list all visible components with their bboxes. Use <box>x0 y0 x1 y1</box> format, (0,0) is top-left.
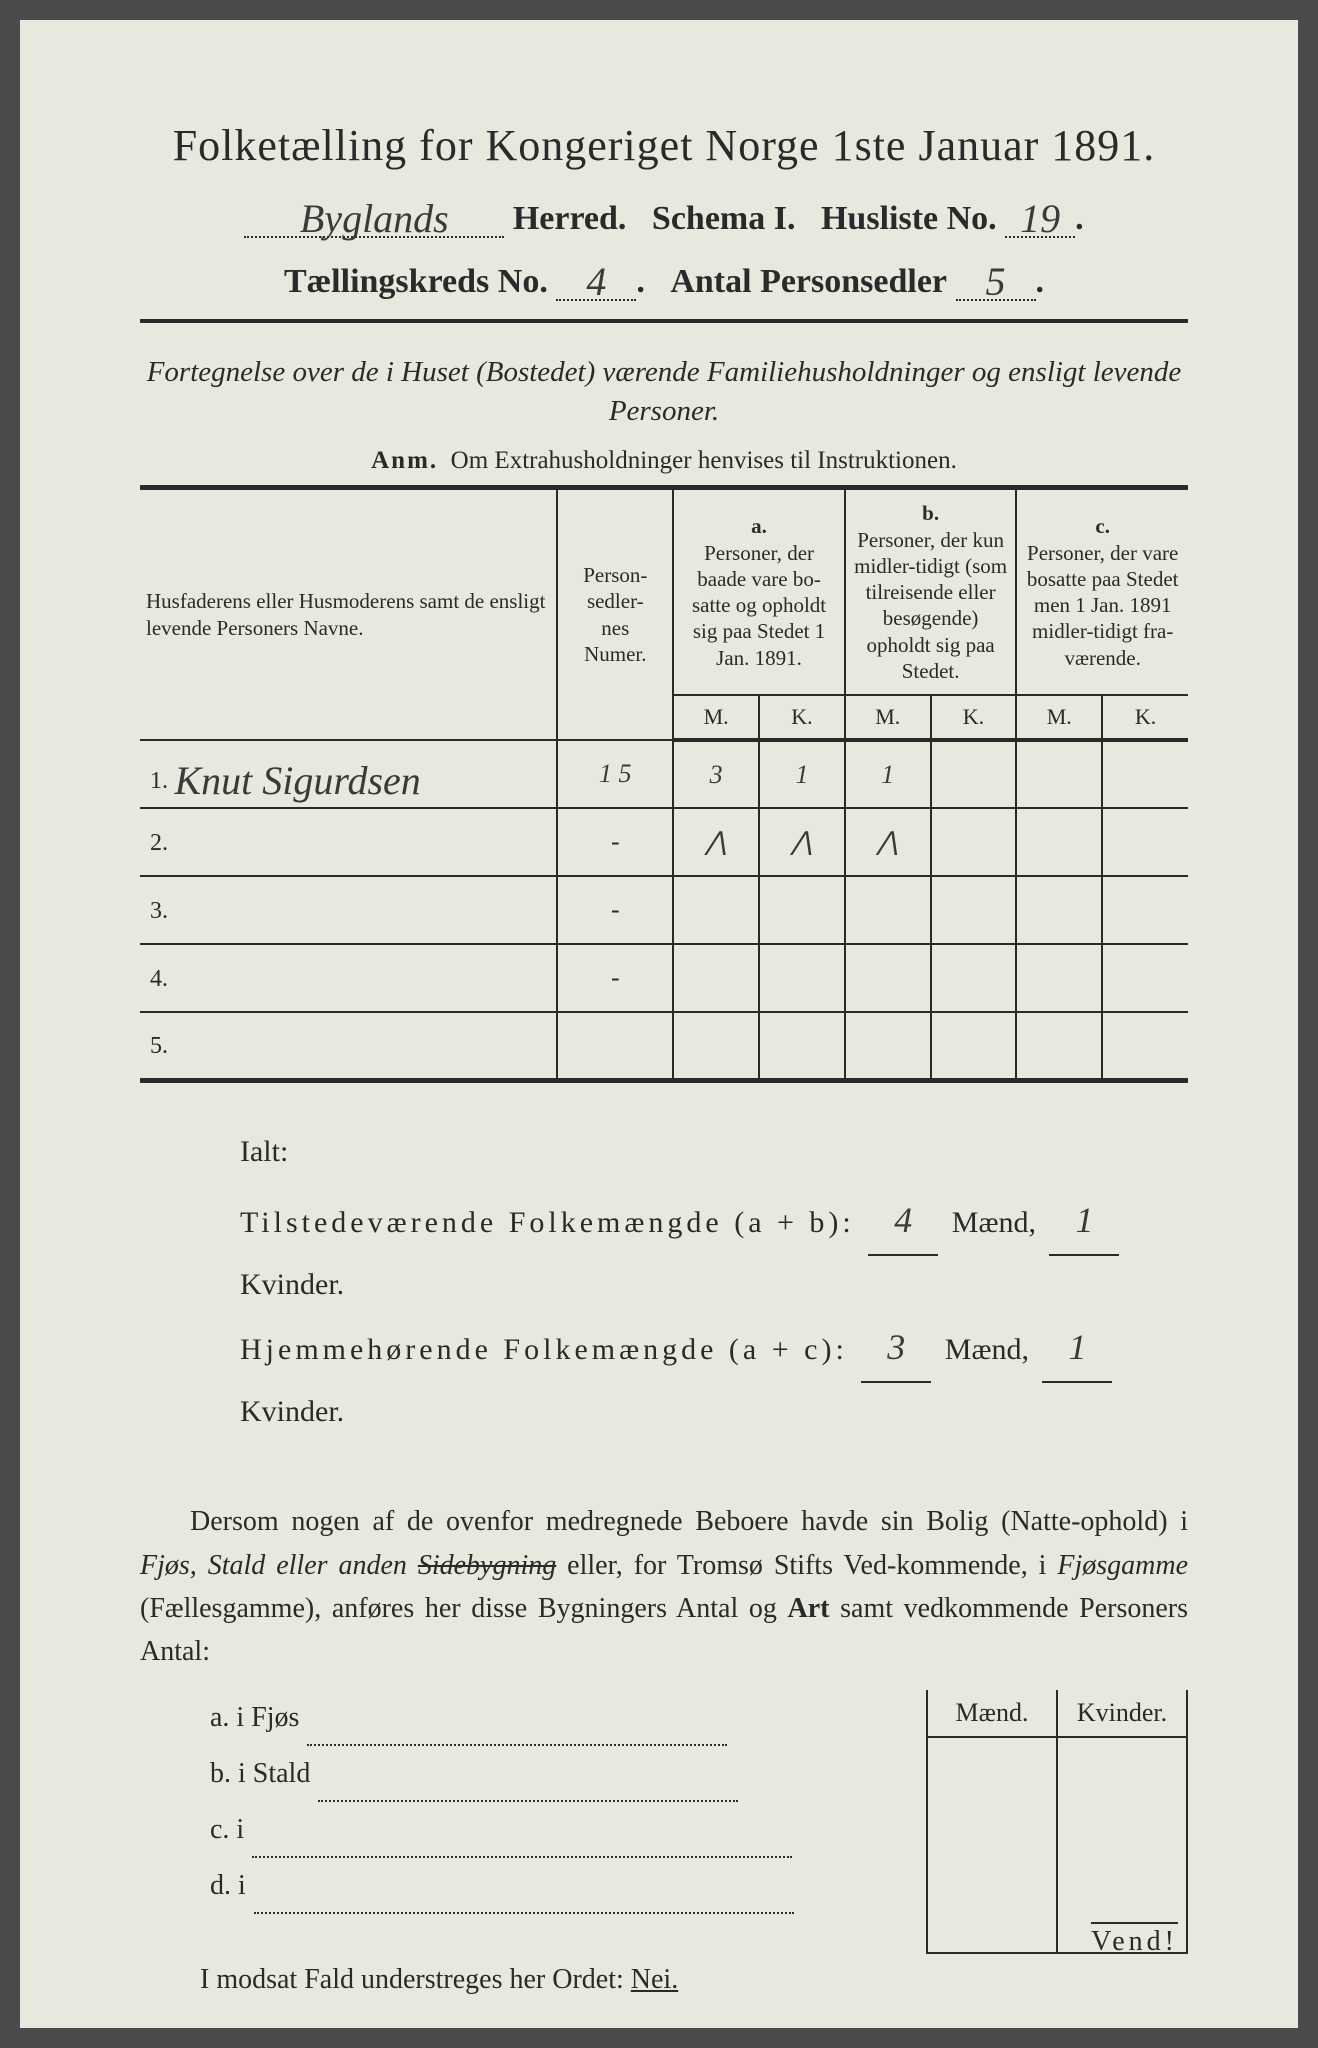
num-cell <box>557 1012 673 1080</box>
col-c-m: M. <box>1016 695 1102 740</box>
col-header-c: c. Personer, der vare bosatte paa Stedet… <box>1016 488 1188 695</box>
table-row: 1. Knut Sigurdsen 1 5 3 1 1 <box>140 740 1188 808</box>
box-cell <box>927 1737 1057 1791</box>
cell: ⋀ <box>759 808 845 876</box>
antal-no: 5 <box>986 259 1006 304</box>
table-row: 4. - <box>140 944 1188 1012</box>
num-cell: - <box>557 808 673 876</box>
box-cell <box>927 1899 1057 1953</box>
cell <box>931 944 1017 1012</box>
col-header-names: Husfaderens eller Husmoderens samt de en… <box>140 488 557 740</box>
antal-label: Antal Personsedler <box>670 263 947 300</box>
anm-note: Anm. Om Extrahusholdninger henvises til … <box>140 447 1188 475</box>
header-line-2: Byglands Herred. Schema I. Husliste No. … <box>140 189 1188 238</box>
cell <box>673 876 759 944</box>
cell: ⋀ <box>845 808 931 876</box>
cell <box>1102 740 1188 808</box>
cell <box>1102 808 1188 876</box>
cell <box>845 1012 931 1080</box>
husliste-no: 19 <box>1020 196 1060 241</box>
col-header-b: b. Personer, der kun midler-tidigt (som … <box>845 488 1017 695</box>
totals-line-2: Hjemmehørende Folkemængde (a + c): 3 Mæn… <box>240 1313 1188 1440</box>
tilstede-m: 4 <box>894 1200 912 1240</box>
ialt-label: Ialt: <box>240 1123 1188 1180</box>
vend-label: Vend! <box>1091 1922 1178 1958</box>
hjemme-k: 1 <box>1068 1327 1086 1367</box>
box-maend: Mænd. <box>927 1690 1057 1737</box>
num-cell: 1 5 <box>557 740 673 808</box>
anm-bold: Anm. <box>371 447 438 474</box>
num-cell: - <box>557 876 673 944</box>
tilstede-k: 1 <box>1075 1200 1093 1240</box>
census-form-page: Folketælling for Kongeriget Norge 1ste J… <box>20 20 1298 2028</box>
num-cell: - <box>557 944 673 1012</box>
header-line-3: Tællingskreds No. 4 . Antal Personsedler… <box>140 252 1188 301</box>
cell: ⋀ <box>673 808 759 876</box>
totals-block: Ialt: Tilstedeværende Folkemængde (a + b… <box>140 1123 1188 1441</box>
cell <box>673 1012 759 1080</box>
anm-text: Om Extrahusholdninger henvises til Instr… <box>451 447 957 474</box>
herred-label: Herred. <box>513 200 627 237</box>
cell <box>845 944 931 1012</box>
box-cell <box>927 1791 1057 1845</box>
husliste-label: Husliste No. <box>821 200 997 237</box>
cell <box>1102 944 1188 1012</box>
table-body: 1. Knut Sigurdsen 1 5 3 1 1 2. - ⋀ ⋀ ⋀ <box>140 740 1188 1080</box>
totals-line-1: Tilstedeværende Folkemængde (a + b): 4 M… <box>240 1186 1188 1313</box>
cell <box>1016 808 1102 876</box>
col-header-a: a. Personer, der baade vare bo-satte og … <box>673 488 845 695</box>
schema-label: Schema I. <box>652 200 796 237</box>
name-cell: Knut Sigurdsen <box>175 758 421 803</box>
maend-kvinder-box: Mænd.Kvinder. <box>926 1690 1188 1954</box>
box-cell <box>1057 1791 1187 1845</box>
hjemme-m: 3 <box>887 1327 905 1367</box>
col-b-k: K. <box>931 695 1017 740</box>
fjos-paragraph: Dersom nogen af de ovenfor medregnede Be… <box>140 1500 1188 1674</box>
col-header-numer: Person- sedler- nes Numer. <box>557 488 673 740</box>
cell: 1 <box>759 740 845 808</box>
col-c-k: K. <box>1102 695 1188 740</box>
cell <box>1102 1012 1188 1080</box>
nei-underlined: Nei. <box>631 1964 678 1995</box>
cell <box>1016 1012 1102 1080</box>
cell <box>931 876 1017 944</box>
divider-rule <box>140 319 1188 323</box>
kreds-label: Tællingskreds No. <box>284 263 548 300</box>
col-b-m: M. <box>845 695 931 740</box>
census-table: Husfaderens eller Husmoderens samt de en… <box>140 485 1188 1082</box>
table-row: 5. <box>140 1012 1188 1080</box>
col-a-m: M. <box>673 695 759 740</box>
box-cell <box>1057 1737 1187 1791</box>
cell <box>759 944 845 1012</box>
box-cell <box>1057 1845 1187 1899</box>
cell <box>673 944 759 1012</box>
cell <box>1102 876 1188 944</box>
cell <box>1016 740 1102 808</box>
cell: 1 <box>845 740 931 808</box>
table-row: 2. - ⋀ ⋀ ⋀ <box>140 808 1188 876</box>
kreds-no: 4 <box>586 259 606 304</box>
cell <box>931 1012 1017 1080</box>
cell <box>1016 944 1102 1012</box>
herred-handwritten: Byglands <box>300 196 449 241</box>
table-row: 3. - <box>140 876 1188 944</box>
page-title: Folketælling for Kongeriget Norge 1ste J… <box>140 120 1188 171</box>
box-cell <box>927 1845 1057 1899</box>
box-kvinder: Kvinder. <box>1057 1690 1187 1737</box>
cell <box>931 740 1017 808</box>
cell <box>1016 876 1102 944</box>
sub-description: Fortegnelse over de i Huset (Bostedet) v… <box>140 353 1188 431</box>
cell <box>845 876 931 944</box>
cell <box>931 808 1017 876</box>
col-a-k: K. <box>759 695 845 740</box>
cell <box>759 1012 845 1080</box>
cell: 3 <box>673 740 759 808</box>
modsat-line: I modsat Fald understreges her Ordet: Ne… <box>140 1964 1188 1996</box>
cell <box>759 876 845 944</box>
